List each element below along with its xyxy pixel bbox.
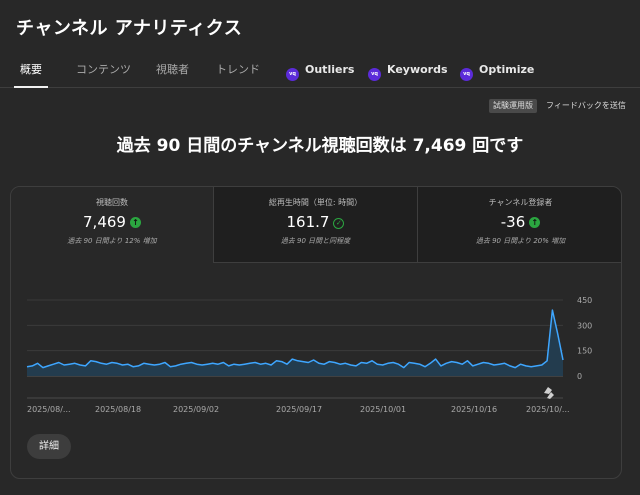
y-tick-label: 150 bbox=[577, 347, 592, 356]
y-tick-label: 300 bbox=[577, 321, 592, 330]
series-line bbox=[26, 309, 564, 369]
metric-value-row: -36 ↑ bbox=[418, 213, 621, 231]
metric-note: 過去 90 日間と同程度 bbox=[280, 237, 351, 245]
metric-value-row: 7,469 ↑ bbox=[11, 213, 213, 231]
beta-badge: 試験運用版 bbox=[489, 99, 537, 113]
x-tick-label: 2025/09/17 bbox=[276, 405, 322, 414]
metric-watch-time[interactable]: 総再生時間（単位: 時間） 161.7 ✓ 過去 90 日間と同程度 bbox=[214, 187, 418, 263]
tab-audience[interactable]: 視聴者 bbox=[156, 52, 189, 88]
metric-label: 視聴回数 bbox=[96, 198, 128, 207]
tab-optimize[interactable]: vq Optimize bbox=[460, 52, 534, 88]
x-tick-label: 2025/10/... bbox=[526, 405, 570, 414]
metric-subscribers[interactable]: チャンネル登録者 -36 ↑ 過去 90 日間より 20% 増加 bbox=[418, 187, 621, 263]
y-tick-label: 450 bbox=[577, 296, 592, 305]
tab-label: コンテンツ bbox=[76, 63, 131, 76]
x-tick-label: 2025/10/16 bbox=[451, 405, 497, 414]
metric-value: 7,469 bbox=[83, 213, 126, 231]
tab-label: Keywords bbox=[387, 63, 448, 76]
tab-label: トレンド bbox=[216, 63, 260, 76]
metric-views[interactable]: 視聴回数 7,469 ↑ 過去 90 日間より 12% 増加 bbox=[11, 187, 214, 263]
tab-content[interactable]: コンテンツ bbox=[76, 52, 131, 88]
metric-tabs: 視聴回数 7,469 ↑ 過去 90 日間より 12% 増加 総再生時間（単位: … bbox=[11, 187, 621, 263]
check-circle-icon: ✓ bbox=[333, 218, 345, 229]
x-tick-label: 2025/09/02 bbox=[173, 405, 219, 414]
metric-value: -36 bbox=[500, 213, 526, 231]
views-chart: 0 150 300 450 2025/08/... 2025/08/18 2025/09/0… bbox=[26, 296, 592, 414]
y-tick-label: 0 bbox=[577, 372, 582, 381]
tab-label: Outliers bbox=[305, 63, 355, 76]
analytics-card: 視聴回数 7,469 ↑ 過去 90 日間より 12% 増加 総再生時間（単位: … bbox=[10, 186, 622, 479]
tab-label: 視聴者 bbox=[156, 63, 189, 76]
metric-note: 過去 90 日間より 12% 増加 bbox=[67, 237, 157, 245]
summary-headline: 過去 90 日間のチャンネル視聴回数は 7,469 回です bbox=[116, 136, 524, 156]
arrow-up-icon: ↑ bbox=[529, 217, 541, 228]
details-button[interactable]: 詳細 bbox=[27, 434, 71, 459]
tab-trends[interactable]: トレンド bbox=[216, 52, 260, 88]
tab-label: 概要 bbox=[20, 63, 42, 76]
x-tick-label: 2025/10/01 bbox=[360, 405, 406, 414]
vidiq-logo-icon: vq bbox=[286, 68, 299, 81]
tab-label: Optimize bbox=[479, 63, 535, 76]
tab-keywords[interactable]: vq Keywords bbox=[368, 52, 448, 88]
tab-outliers[interactable]: vq Outliers bbox=[286, 52, 354, 88]
page-title: チャンネル アナリティクス bbox=[16, 18, 243, 39]
vidiq-logo-icon: vq bbox=[460, 68, 473, 81]
vidiq-logo-icon: vq bbox=[368, 68, 381, 81]
metric-label: 総再生時間（単位: 時間） bbox=[268, 198, 363, 207]
x-tick-label: 2025/08/... bbox=[27, 405, 71, 414]
video-marker-icon[interactable] bbox=[544, 387, 554, 399]
metric-value-row: 161.7 ✓ bbox=[214, 213, 417, 231]
tab-bar: 概要 コンテンツ 視聴者 トレンド vq Outliers vq Keywords … bbox=[0, 52, 640, 88]
feedback-link[interactable]: フィードバックを送信 bbox=[546, 101, 626, 110]
metric-value: 161.7 bbox=[286, 213, 330, 231]
arrow-up-icon: ↑ bbox=[129, 217, 141, 228]
metric-note: 過去 90 日間より 20% 増加 bbox=[475, 237, 566, 245]
metric-label: チャンネル登録者 bbox=[488, 198, 553, 207]
tab-overview[interactable]: 概要 bbox=[14, 52, 48, 88]
series-area bbox=[27, 310, 563, 376]
x-tick-label: 2025/08/18 bbox=[95, 405, 141, 414]
